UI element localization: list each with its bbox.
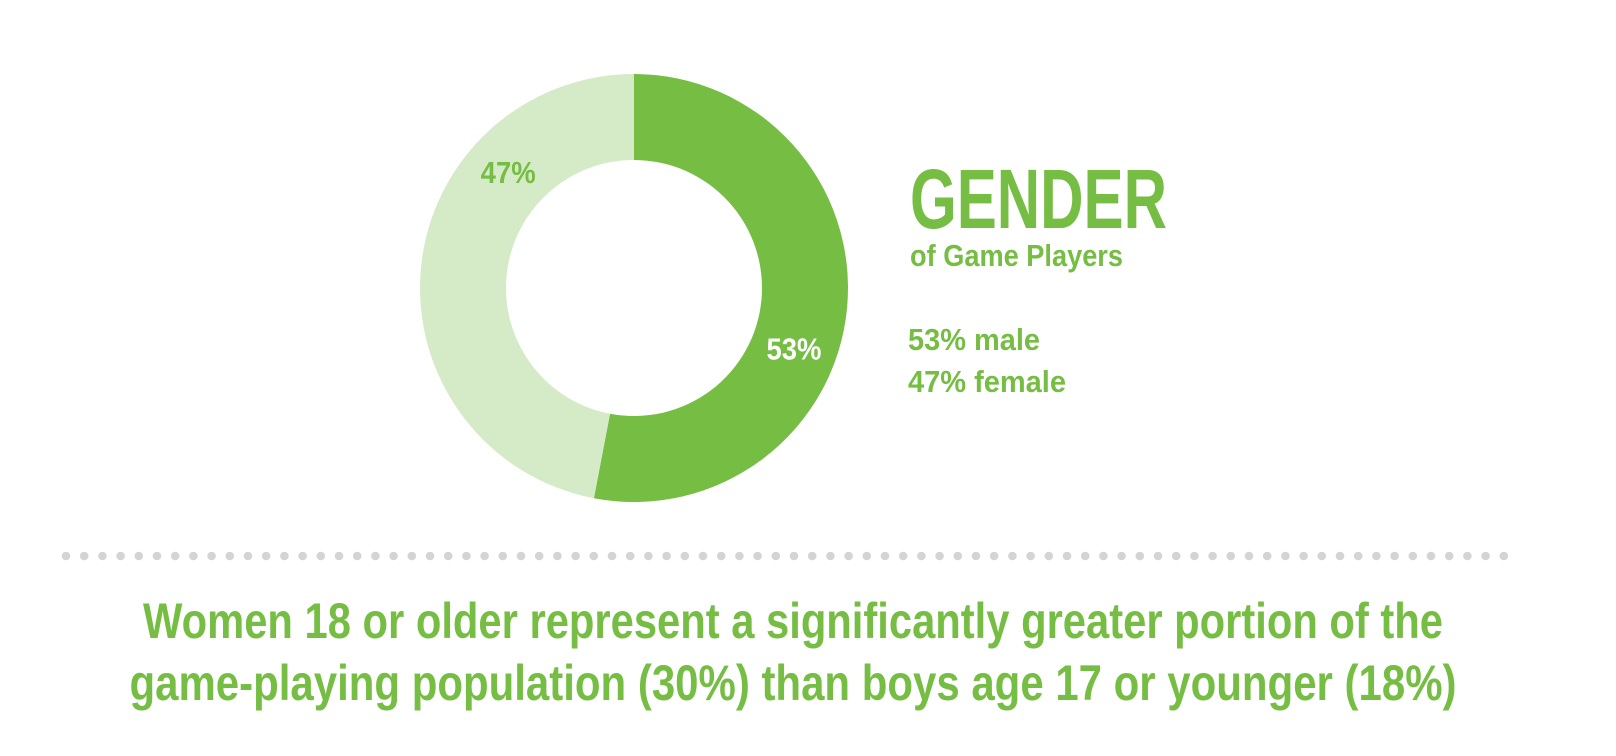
divider-dot (1426, 551, 1436, 561)
divider-dot (1335, 551, 1345, 561)
divider-dot (443, 551, 453, 561)
divider-dot (662, 551, 671, 561)
legend-text: 47% female (908, 364, 1066, 399)
dotted-divider (61, 551, 1509, 561)
divider-dot (807, 551, 817, 561)
divider-dot (425, 551, 435, 561)
divider-dot (61, 551, 71, 561)
divider-dot (1099, 551, 1108, 561)
divider-dot (1226, 551, 1236, 561)
divider-dot (1353, 551, 1363, 561)
value-label: 53% (766, 331, 821, 366)
divider-dot (1062, 551, 1072, 561)
divider-dot (826, 551, 835, 561)
divider-dot (534, 551, 544, 561)
divider-dot (1372, 551, 1381, 561)
value-label: 47% (481, 155, 536, 190)
divider-dot (334, 551, 344, 561)
divider-dot (607, 551, 617, 561)
divider-dot (480, 551, 489, 561)
divider-dot (1026, 551, 1035, 561)
divider-dot (79, 551, 89, 561)
footnote-line: Women 18 or older represent a significan… (143, 593, 1443, 649)
divider-dot (971, 551, 981, 561)
divider-dot (116, 551, 125, 561)
divider-dot (1444, 551, 1454, 561)
divider-dot (516, 551, 526, 561)
divider-dot (644, 551, 653, 561)
divider-dot (716, 551, 726, 561)
divider-dot (1463, 551, 1472, 561)
divider-dot (170, 551, 180, 561)
divider-dot (753, 551, 762, 561)
divider-dot (735, 551, 744, 561)
divider-dot (1008, 551, 1017, 561)
divider-dot (152, 551, 162, 561)
divider-dot (352, 551, 362, 561)
divider-dot (1208, 551, 1217, 561)
divider-dot (298, 551, 307, 561)
divider-dot (844, 551, 853, 561)
divider-dot (1190, 551, 1199, 561)
divider-dot (898, 551, 908, 561)
divider-dot (1299, 551, 1308, 561)
divider-dot (1390, 551, 1399, 561)
divider-dot (1408, 551, 1418, 561)
divider-dot (862, 551, 872, 561)
divider-dot (1244, 551, 1254, 561)
divider-dot (389, 551, 398, 561)
divider-dot (589, 551, 599, 561)
chart-subtitle: of Game Players (910, 238, 1123, 273)
legend-text: 53% male (908, 322, 1040, 357)
footnote-line: game-playing population (30%) than boys … (130, 655, 1457, 711)
divider-dot (462, 551, 471, 561)
divider-dot (1117, 551, 1126, 561)
divider-dot (1044, 551, 1054, 561)
divider-dot (789, 551, 799, 561)
donut-segment (420, 74, 634, 499)
chart-title: GENDER (910, 152, 1167, 246)
divider-dot (917, 551, 926, 561)
divider-dot (498, 551, 508, 561)
divider-dot (1481, 551, 1490, 561)
divider-dot (553, 551, 562, 561)
divider-dot (1135, 551, 1145, 561)
divider-dot (1499, 551, 1509, 561)
divider-dot (280, 551, 289, 561)
divider-dot (371, 551, 380, 561)
divider-dot (225, 551, 235, 561)
divider-dot (1317, 551, 1327, 561)
divider-dot (1171, 551, 1181, 561)
divider-dot (98, 551, 107, 561)
divider-dot (1080, 551, 1090, 561)
donut-segment (593, 74, 848, 503)
divider-dot (953, 551, 963, 561)
divider-dot (407, 551, 417, 561)
divider-dot (989, 551, 999, 561)
divider-dot (1262, 551, 1272, 561)
divider-dot (316, 551, 326, 561)
divider-dot (207, 551, 216, 561)
divider-dot (698, 551, 708, 561)
divider-dot (771, 551, 781, 561)
divider-dot (189, 551, 198, 561)
divider-dot (935, 551, 944, 561)
divider-dot (680, 551, 690, 561)
divider-dot (261, 551, 271, 561)
divider-dot (243, 551, 253, 561)
divider-dot (1281, 551, 1290, 561)
divider-dot (571, 551, 580, 561)
divider-dot (880, 551, 890, 561)
divider-dot (625, 551, 635, 561)
divider-dot (1153, 551, 1163, 561)
divider-dot (134, 551, 144, 561)
